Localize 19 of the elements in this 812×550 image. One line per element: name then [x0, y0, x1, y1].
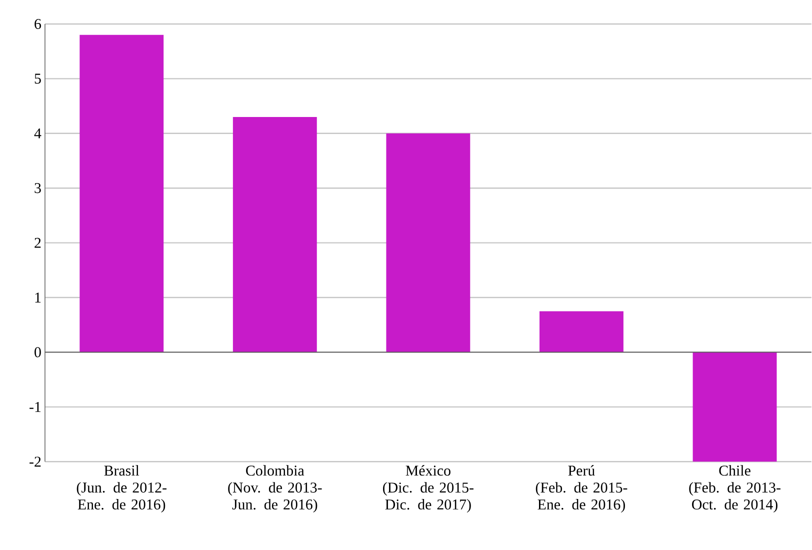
- y-tick-label: 1: [35, 292, 41, 303]
- y-tick-label: 5: [34, 74, 41, 84]
- y-tick-label: 3: [34, 183, 41, 194]
- y-tick-label: -2: [30, 456, 41, 467]
- y-tick-label: 4: [34, 128, 42, 139]
- y-tick-label: 0: [34, 347, 41, 358]
- x-tick-label: Colombia (Nov. de 2013- Jun. de 2016): [228, 465, 322, 513]
- y-tick-label: 2: [34, 238, 41, 248]
- bar: [692, 352, 777, 462]
- bar: [540, 311, 624, 352]
- x-tick-label: Chile (Feb. de 2013- Oct. de 2014): [689, 465, 780, 513]
- x-tick-label: Brasil (Jun. de 2012- Ene. de 2016): [76, 465, 166, 513]
- y-tick-label: -1: [30, 402, 41, 412]
- y-tick-label: 6: [34, 19, 42, 30]
- bar: [386, 134, 470, 352]
- x-tick-label: México (Dic. de 2015- Dic. de 2017): [383, 465, 474, 513]
- x-tick-label: Perú (Feb. de 2015- Ene. de 2016): [536, 465, 628, 513]
- bar: [80, 35, 164, 352]
- bar: [232, 117, 317, 352]
